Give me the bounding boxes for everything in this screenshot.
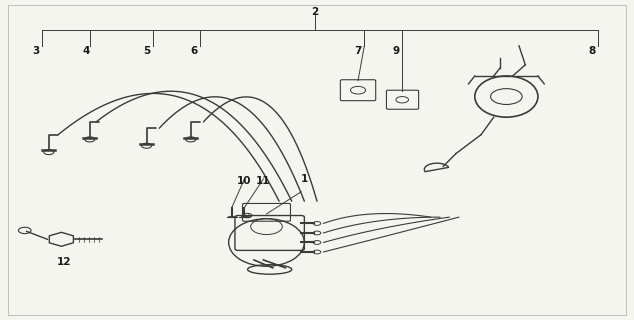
Text: 5: 5 [143,45,150,56]
Text: 1: 1 [301,174,308,184]
Text: 3: 3 [32,45,40,56]
Text: 12: 12 [57,257,72,267]
Text: 2: 2 [311,7,319,18]
Text: 9: 9 [392,45,399,56]
Text: 11: 11 [256,176,271,186]
Text: 7: 7 [354,45,362,56]
Text: 6: 6 [190,45,198,56]
Text: 4: 4 [83,45,90,56]
Text: 10: 10 [237,176,252,186]
Text: 8: 8 [588,45,595,56]
